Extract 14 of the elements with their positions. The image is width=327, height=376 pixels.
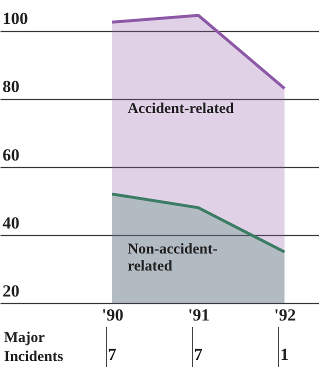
x-tick-label: '90 <box>102 306 124 324</box>
y-tick-label: 60 <box>2 145 20 164</box>
text: Major Incidents <box>4 329 64 367</box>
y-tick-label: 100 <box>2 9 28 28</box>
text: 7 <box>106 345 118 365</box>
text: 7 <box>193 345 204 365</box>
x-tick-label: '91 <box>188 306 210 324</box>
y-tick-label: 20 <box>2 282 20 300</box>
y-tick-label: 40 <box>2 213 20 232</box>
y-tick-label: 80 <box>2 77 20 96</box>
text: 1 <box>279 345 290 365</box>
series-label: Non-accident-related <box>128 242 218 275</box>
x-tick-label: '92 <box>274 306 296 324</box>
series-label: Accident-related <box>128 101 235 118</box>
